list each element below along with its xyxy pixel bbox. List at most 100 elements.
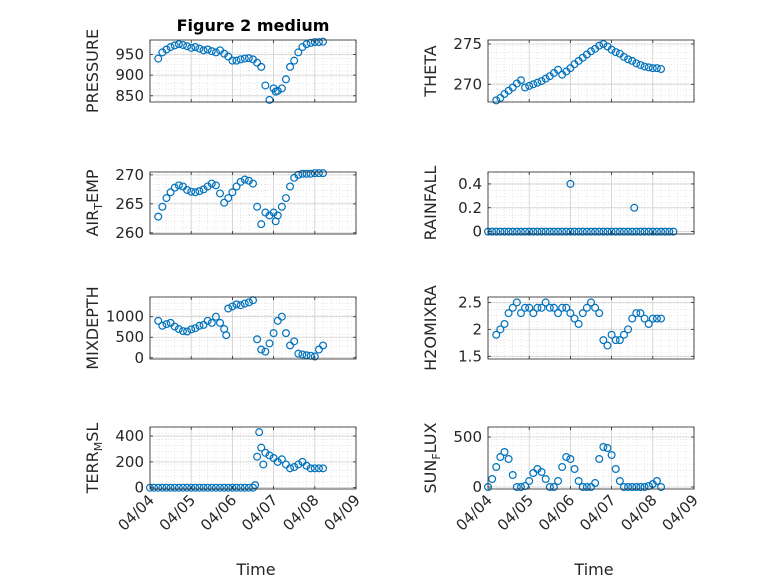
data-point (599, 227, 608, 236)
series-terr_msl (146, 428, 328, 492)
data-point (319, 37, 328, 46)
data-point (648, 227, 657, 236)
data-point (619, 483, 628, 492)
data-point (228, 483, 237, 492)
axes-box (487, 296, 695, 360)
tick-marks (487, 297, 695, 359)
ytick-label: 200 (115, 453, 144, 471)
ytick-label: 2 (472, 320, 482, 338)
data-point (302, 461, 311, 470)
series-pressure (154, 37, 328, 104)
data-point (566, 309, 575, 318)
data-point (232, 182, 241, 191)
ylabel-sun_flux: SUNFLUX (421, 422, 443, 493)
data-point (615, 477, 624, 486)
data-point (492, 227, 501, 236)
data-point (207, 179, 216, 188)
data-point (314, 464, 323, 473)
tick-marks (487, 427, 695, 489)
data-point (541, 74, 550, 83)
tick-marks (149, 172, 357, 234)
data-point (529, 309, 538, 318)
data-point (211, 181, 220, 190)
data-point (508, 83, 517, 92)
data-point (504, 309, 513, 318)
data-point (500, 319, 509, 328)
data-point (648, 64, 657, 73)
ytick-label: 265 (115, 195, 144, 213)
data-point (533, 78, 542, 87)
data-point (516, 483, 525, 492)
data-point (273, 457, 282, 466)
tick-marks (149, 427, 357, 489)
ytick-label: 950 (115, 45, 144, 63)
data-point (314, 169, 323, 178)
data-point (154, 483, 163, 492)
data-point (253, 452, 262, 461)
data-point (183, 185, 192, 194)
data-point (207, 318, 216, 327)
data-point (236, 301, 245, 310)
data-point (512, 227, 521, 236)
data-point (644, 227, 653, 236)
data-point (624, 227, 633, 236)
data-point (636, 483, 645, 492)
data-point (508, 227, 517, 236)
data-point (286, 182, 295, 191)
data-point (640, 483, 649, 492)
data-point (586, 227, 595, 236)
data-point (521, 303, 530, 312)
data-point (319, 169, 328, 178)
data-point (496, 93, 505, 102)
data-point (636, 227, 645, 236)
data-point (191, 483, 200, 492)
data-point (570, 227, 579, 236)
data-point (249, 179, 258, 188)
data-point (516, 309, 525, 318)
data-point (257, 345, 266, 354)
data-point (574, 477, 583, 486)
data-point (529, 80, 538, 89)
data-point (178, 483, 187, 492)
data-point (286, 341, 295, 350)
data-point (310, 169, 319, 178)
data-point (228, 56, 237, 65)
data-point (624, 325, 633, 334)
data-point (595, 227, 604, 236)
data-point (158, 483, 167, 492)
data-point (228, 302, 237, 311)
data-point (619, 330, 628, 339)
data-point (574, 319, 583, 328)
data-point (549, 303, 558, 312)
data-point (549, 483, 558, 492)
data-point (170, 483, 179, 492)
data-point (162, 320, 171, 329)
xtick-label: 04/06 (535, 491, 578, 534)
data-point (636, 60, 645, 69)
tick-marks (149, 297, 357, 359)
data-point (277, 312, 286, 321)
data-point (525, 477, 534, 486)
data-point (232, 56, 241, 65)
ytick-label: 1.5 (458, 347, 482, 365)
data-point (512, 298, 521, 307)
data-point (537, 77, 546, 86)
ylabel-terr_msl: TERRMSL (83, 423, 105, 495)
data-point (220, 483, 229, 492)
data-point (657, 64, 666, 73)
data-point (170, 41, 179, 50)
data-point (607, 45, 616, 54)
data-point (562, 453, 571, 462)
series-theta (492, 40, 666, 105)
data-point (174, 40, 183, 49)
data-point (603, 341, 612, 350)
data-point (265, 95, 274, 104)
data-point (178, 327, 187, 336)
major-grid (487, 172, 695, 234)
series-h2omixra (492, 298, 666, 350)
subplot-terr_msl: 0 200 400 TERRMSL 04/0404/0504/0604/0704/080… (83, 423, 364, 579)
data-point (628, 483, 637, 492)
data-point (615, 227, 624, 236)
data-point (521, 227, 530, 236)
